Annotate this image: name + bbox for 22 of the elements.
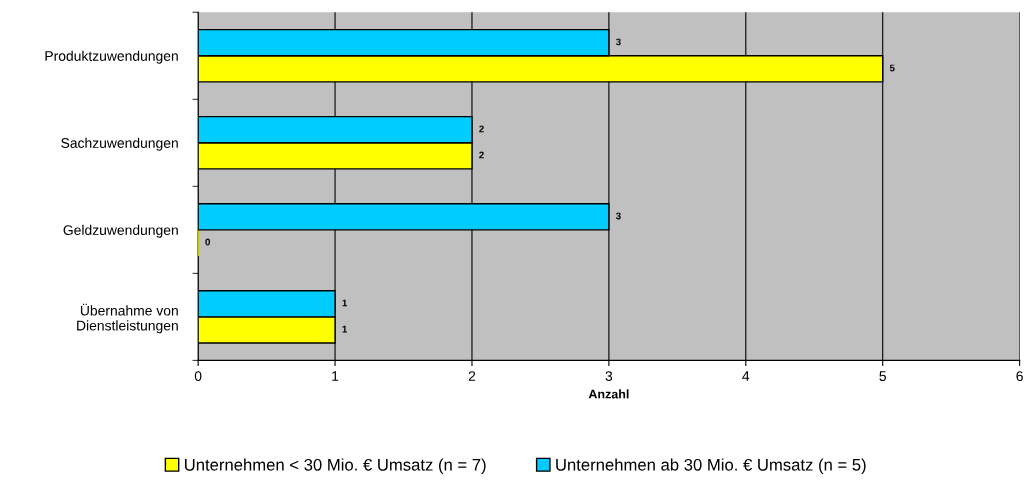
y-tick-label: Geldzuwendungen	[63, 224, 178, 238]
data-label: 2	[479, 151, 484, 159]
x-tick-label: 5	[879, 371, 886, 382]
x-tick-label: 2	[468, 371, 476, 381]
legend-label: Unternehmen < 30 Mio. € Umsatz (n = 7)	[184, 458, 486, 474]
x-tick-label: 0	[194, 371, 202, 382]
data-label: 0	[205, 238, 210, 246]
x-tick-label: 4	[742, 371, 750, 381]
y-tick-label: Sachzuwendungen	[61, 137, 178, 151]
data-label: 3	[615, 38, 621, 46]
data-label: 5	[889, 64, 895, 72]
data-label: 3	[615, 212, 621, 220]
data-label: 2	[479, 125, 484, 133]
x-tick-label: 6	[1016, 371, 1023, 382]
x-axis-title: Anzahl	[588, 389, 629, 399]
y-tick-label: Übernahme von Dienstleistungen	[77, 303, 178, 334]
legend-label: Unternehmen ab 30 Mio. € Umsatz (n = 5)	[556, 458, 866, 474]
y-tick-label: Produktzuwendungen	[45, 50, 178, 64]
data-label: 1	[342, 325, 348, 333]
x-tick-label: 1	[332, 371, 339, 381]
x-tick-label: 3	[605, 371, 613, 382]
data-label: 1	[342, 299, 348, 307]
